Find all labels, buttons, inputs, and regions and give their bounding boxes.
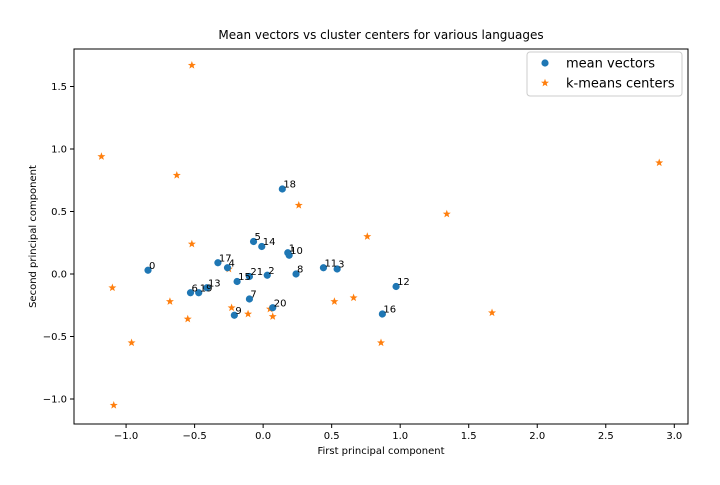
mean-vector-point [378,310,386,318]
kmeans-center-point [488,308,497,317]
kmeans-center-point [294,201,303,209]
mean-vector-point [292,270,300,278]
mean-vector-point [258,242,266,251]
point-label: 21 [250,267,263,278]
mean-vector-point [319,264,328,272]
legend-entry-label: k-means centers [566,77,675,92]
kmeans-center-point [127,338,136,347]
mean-vector-point [230,311,238,319]
kmeans-center-point [655,158,664,167]
point-label: 1 [289,243,295,254]
mean-vector-point [233,277,241,286]
point-label: 11 [324,258,337,269]
x-axis-label: First principal component [317,446,444,457]
chart-title: Mean vectors vs cluster centers for vari… [218,28,543,42]
kmeans-center-point [187,61,196,69]
y-tick-label: 0.5 [51,207,67,218]
x-tick-label: 2.0 [529,431,545,442]
kmeans-center-point [330,297,339,305]
legend: mean vectors k-means centers [526,51,683,97]
point-label: 2 [268,266,274,277]
y-tick-label: 0.0 [51,270,67,281]
x-tick-label: −0.5 [182,431,206,442]
legend-marker-mean-vectors [541,59,549,67]
mean-vector-point [249,237,258,246]
point-label: 4 [229,258,235,269]
x-tick-label: 1.0 [392,431,408,442]
kmeans-center-point [349,293,358,302]
kmeans-center-point [227,303,236,312]
point-label: 8 [297,265,303,276]
mean-vector-point [245,272,254,281]
y-axis: −1.0 −0.5 0.0 0.5 1.0 1.5 [43,82,74,406]
mean-vectors-series [144,185,400,319]
kmeans-center-point [97,152,106,160]
point-label: 13 [208,278,221,289]
mean-vector-point [203,284,211,292]
point-label: 10 [290,246,303,257]
kmeans-center-point [268,312,277,320]
plot-frame [73,48,689,425]
kmeans-center-point [108,283,117,292]
mean-vector-point [214,259,222,267]
point-label: 3 [338,260,344,271]
point-label: 12 [397,277,410,288]
legend-entry-label: mean vectors [566,57,655,72]
y-tick-label: 1.0 [51,145,67,156]
point-label: 16 [383,305,396,316]
y-tick-label: −0.5 [43,332,67,343]
kmeans-center-point [172,171,181,179]
mean-vector-point [195,289,203,297]
kmeans-centers-series [97,61,664,409]
point-label: 17 [219,253,232,264]
kmeans-center-point [183,314,192,323]
x-tick-label: 2.5 [598,431,614,442]
kmeans-center-point [187,239,196,248]
point-label: 5 [255,232,261,243]
point-label: 0 [149,261,155,272]
point-label: 15 [238,272,251,283]
x-tick-label: −1.0 [114,431,138,442]
mean-vector-point [263,271,271,279]
x-axis: −1.0 −0.5 0.0 0.5 1.0 1.5 2.0 2.5 3.0 [114,424,682,442]
point-label: 18 [283,180,296,191]
y-tick-label: 1.5 [51,82,67,93]
mean-vector-point [186,289,195,297]
kmeans-center-point [377,338,385,347]
kmeans-center-point [442,209,451,218]
y-axis-label: Second principal component [28,165,39,308]
x-tick-label: 1.5 [461,431,477,442]
legend-box [526,51,683,97]
kmeans-center-point [109,401,118,409]
x-tick-label: 3.0 [666,431,682,442]
point-label: 9 [235,306,241,317]
y-tick-label: −1.0 [43,395,67,406]
point-label: 19 [200,283,213,294]
kmeans-center-point [363,232,372,240]
x-tick-label: 0.0 [255,431,271,442]
mean-vector-point [144,266,152,274]
mean-vector-point [245,295,254,303]
mean-vector-point [285,251,293,259]
point-label: 20 [274,298,287,309]
x-tick-label: 0.5 [324,431,340,442]
mean-vector-point [333,265,341,273]
point-label: 6 [191,283,197,294]
mean-vector-point [223,264,232,272]
legend-marker-kmeans-centers [541,78,549,87]
point-label: 14 [263,237,276,248]
mean-vector-point [392,282,400,291]
point-label: 7 [250,290,256,301]
mean-vector-point [278,185,286,193]
mean-vector-point [269,304,277,312]
plot-area [73,48,689,425]
kmeans-center-point [165,297,174,305]
kmeans-center-point [244,309,253,318]
